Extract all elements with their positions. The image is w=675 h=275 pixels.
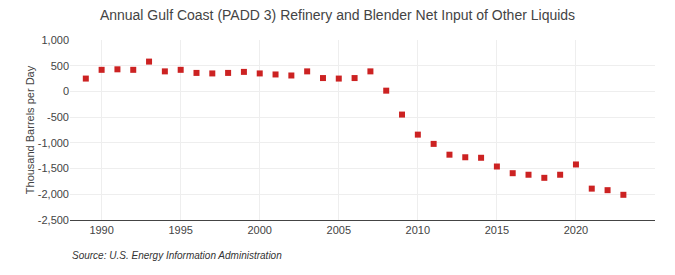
svg-text:2010: 2010	[406, 224, 430, 236]
svg-text:Source: U.S. Energy Informatio: Source: U.S. Energy Information Administ…	[72, 250, 282, 261]
svg-text:2015: 2015	[485, 224, 509, 236]
svg-text:1,000: 1,000	[41, 34, 69, 46]
svg-text:2005: 2005	[327, 224, 351, 236]
svg-text:-2,000: -2,000	[38, 188, 69, 200]
svg-text:500: 500	[51, 60, 69, 72]
svg-text:1995: 1995	[168, 224, 192, 236]
svg-text:1990: 1990	[89, 224, 113, 236]
svg-text:2020: 2020	[564, 224, 588, 236]
svg-text:-1,500: -1,500	[38, 162, 69, 174]
svg-text:Thousand Barrels per Day: Thousand Barrels per Day	[24, 65, 36, 194]
svg-text:2000: 2000	[247, 224, 271, 236]
svg-text:-2,500: -2,500	[38, 214, 69, 226]
svg-text:-1,000: -1,000	[38, 137, 69, 149]
svg-text:Annual Gulf Coast (PADD 3) Ref: Annual Gulf Coast (PADD 3) Refinery and …	[100, 7, 575, 23]
svg-text:0: 0	[63, 85, 69, 97]
svg-text:-500: -500	[47, 111, 69, 123]
